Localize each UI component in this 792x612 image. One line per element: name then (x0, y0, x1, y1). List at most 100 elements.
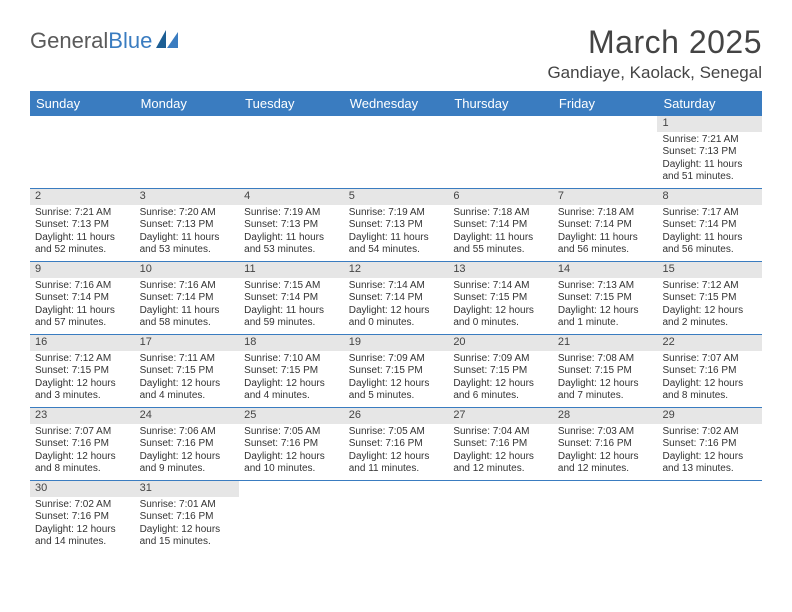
sunrise-text: Sunrise: 7:06 AM (140, 426, 235, 439)
sunset-text: Sunset: 7:16 PM (140, 438, 235, 451)
day-number: 19 (344, 335, 449, 351)
calendar-cell-empty (448, 481, 553, 553)
calendar-cell: 27Sunrise: 7:04 AMSunset: 7:16 PMDayligh… (448, 408, 553, 480)
brand-word2: Blue (108, 28, 152, 54)
day-number: 14 (553, 262, 658, 278)
calendar-cell: 4Sunrise: 7:19 AMSunset: 7:13 PMDaylight… (239, 189, 344, 261)
sunrise-text: Sunrise: 7:19 AM (244, 207, 339, 220)
sunset-text: Sunset: 7:16 PM (35, 511, 130, 524)
sunrise-text: Sunrise: 7:03 AM (558, 426, 653, 439)
sunrise-text: Sunrise: 7:05 AM (244, 426, 339, 439)
calendar-cell: 30Sunrise: 7:02 AMSunset: 7:16 PMDayligh… (30, 481, 135, 553)
day-number: 9 (30, 262, 135, 278)
daylight-text: Daylight: 11 hours and 59 minutes. (244, 305, 339, 330)
sunset-text: Sunset: 7:16 PM (35, 438, 130, 451)
calendar-cell: 25 Sunrise: 7:05 AMSunset: 7:16 PMDayligh… (239, 408, 344, 480)
day-number: 31 (135, 481, 240, 497)
sunset-text: Sunset: 7:15 PM (558, 365, 653, 378)
sunset-text: Sunset: 7:14 PM (662, 219, 757, 232)
calendar-cell: 26 Sunrise: 7:05 AMSunset: 7:16 PMDayligh… (344, 408, 449, 480)
calendar-cell: 1Sunrise: 7:21 AMSunset: 7:13 PMDaylight… (657, 116, 762, 188)
calendar-cell: 9Sunrise: 7:16 AMSunset: 7:14 PMDaylight… (30, 262, 135, 334)
daylight-text: Daylight: 12 hours and 1 minute. (558, 305, 653, 330)
day-number: 7 (553, 189, 658, 205)
sunset-text: Sunset: 7:16 PM (349, 438, 444, 451)
day-number: 20 (448, 335, 553, 351)
day-number: 4 (239, 189, 344, 205)
daylight-text: Daylight: 11 hours and 54 minutes. (349, 232, 444, 257)
sunrise-text: Sunrise: 7:05 AM (349, 426, 444, 439)
sunset-text: Sunset: 7:15 PM (35, 365, 130, 378)
sunrise-text: Sunrise: 7:15 AM (244, 280, 339, 293)
calendar-cell: 18 Sunrise: 7:10 AMSunset: 7:15 PMDayligh… (239, 335, 344, 407)
day-number: 25 (239, 408, 344, 424)
calendar-cell-empty (239, 481, 344, 553)
sunrise-text: Sunrise: 7:16 AM (35, 280, 130, 293)
calendar-cell-empty (448, 116, 553, 188)
day-number: 21 (553, 335, 658, 351)
daylight-text: Daylight: 11 hours and 57 minutes. (35, 305, 130, 330)
daylight-text: Daylight: 12 hours and 4 minutes. (244, 378, 339, 403)
week-row: 30Sunrise: 7:02 AMSunset: 7:16 PMDayligh… (30, 481, 762, 553)
sunset-text: Sunset: 7:13 PM (349, 219, 444, 232)
week-row: 16Sunrise: 7:12 AMSunset: 7:15 PMDayligh… (30, 335, 762, 408)
sunset-text: Sunset: 7:15 PM (349, 365, 444, 378)
calendar-cell: 23Sunrise: 7:07 AMSunset: 7:16 PMDayligh… (30, 408, 135, 480)
sunset-text: Sunset: 7:13 PM (35, 219, 130, 232)
sunset-text: Sunset: 7:13 PM (140, 219, 235, 232)
daylight-text: Daylight: 11 hours and 56 minutes. (662, 232, 757, 257)
dayname-monday: Monday (135, 91, 240, 116)
sunset-text: Sunset: 7:16 PM (453, 438, 548, 451)
sunrise-text: Sunrise: 7:11 AM (140, 353, 235, 366)
sunrise-text: Sunrise: 7:17 AM (662, 207, 757, 220)
daylight-text: Daylight: 12 hours and 10 minutes. (244, 451, 339, 476)
day-number: 28 (553, 408, 658, 424)
dayname-thursday: Thursday (448, 91, 553, 116)
daylight-text: Daylight: 12 hours and 6 minutes. (453, 378, 548, 403)
calendar-cell: 31Sunrise: 7:01 AMSunset: 7:16 PMDayligh… (135, 481, 240, 553)
day-number: 27 (448, 408, 553, 424)
day-number: 26 (344, 408, 449, 424)
sunrise-text: Sunrise: 7:09 AM (349, 353, 444, 366)
sunrise-text: Sunrise: 7:21 AM (35, 207, 130, 220)
calendar-cell: 11Sunrise: 7:15 AMSunset: 7:14 PMDayligh… (239, 262, 344, 334)
sunset-text: Sunset: 7:15 PM (244, 365, 339, 378)
calendar-cell: 14Sunrise: 7:13 AMSunset: 7:15 PMDayligh… (553, 262, 658, 334)
sunrise-text: Sunrise: 7:09 AM (453, 353, 548, 366)
daylight-text: Daylight: 12 hours and 11 minutes. (349, 451, 444, 476)
sunset-text: Sunset: 7:15 PM (453, 292, 548, 305)
daylight-text: Daylight: 11 hours and 56 minutes. (558, 232, 653, 257)
calendar-page: GeneralBlue March 2025 Gandiaye, Kaolack… (0, 0, 792, 563)
day-number: 15 (657, 262, 762, 278)
calendar-cell: 17Sunrise: 7:11 AMSunset: 7:15 PMDayligh… (135, 335, 240, 407)
sunset-text: Sunset: 7:16 PM (244, 438, 339, 451)
sunset-text: Sunset: 7:14 PM (453, 219, 548, 232)
sunset-text: Sunset: 7:14 PM (244, 292, 339, 305)
dayname-row: SundayMondayTuesdayWednesdayThursdayFrid… (30, 91, 762, 116)
daylight-text: Daylight: 12 hours and 7 minutes. (558, 378, 653, 403)
daylight-text: Daylight: 11 hours and 53 minutes. (140, 232, 235, 257)
daylight-text: Daylight: 12 hours and 12 minutes. (558, 451, 653, 476)
calendar-cell: 20Sunrise: 7:09 AMSunset: 7:15 PMDayligh… (448, 335, 553, 407)
day-number: 1 (657, 116, 762, 132)
sunrise-text: Sunrise: 7:12 AM (662, 280, 757, 293)
sunset-text: Sunset: 7:16 PM (140, 511, 235, 524)
calendar-cell: 16Sunrise: 7:12 AMSunset: 7:15 PMDayligh… (30, 335, 135, 407)
sunrise-text: Sunrise: 7:19 AM (349, 207, 444, 220)
sunrise-text: Sunrise: 7:10 AM (244, 353, 339, 366)
day-number: 24 (135, 408, 240, 424)
calendar-cell: 13Sunrise: 7:14 AMSunset: 7:15 PMDayligh… (448, 262, 553, 334)
daylight-text: Daylight: 12 hours and 12 minutes. (453, 451, 548, 476)
day-number: 29 (657, 408, 762, 424)
day-number: 6 (448, 189, 553, 205)
dayname-sunday: Sunday (30, 91, 135, 116)
day-number: 2 (30, 189, 135, 205)
day-number: 5 (344, 189, 449, 205)
weeks-container: 1Sunrise: 7:21 AMSunset: 7:13 PMDaylight… (30, 116, 762, 553)
day-number: 8 (657, 189, 762, 205)
calendar-cell-empty (135, 116, 240, 188)
day-number: 13 (448, 262, 553, 278)
daylight-text: Daylight: 12 hours and 15 minutes. (140, 524, 235, 549)
day-number: 18 (239, 335, 344, 351)
brand-word1: General (30, 28, 108, 54)
